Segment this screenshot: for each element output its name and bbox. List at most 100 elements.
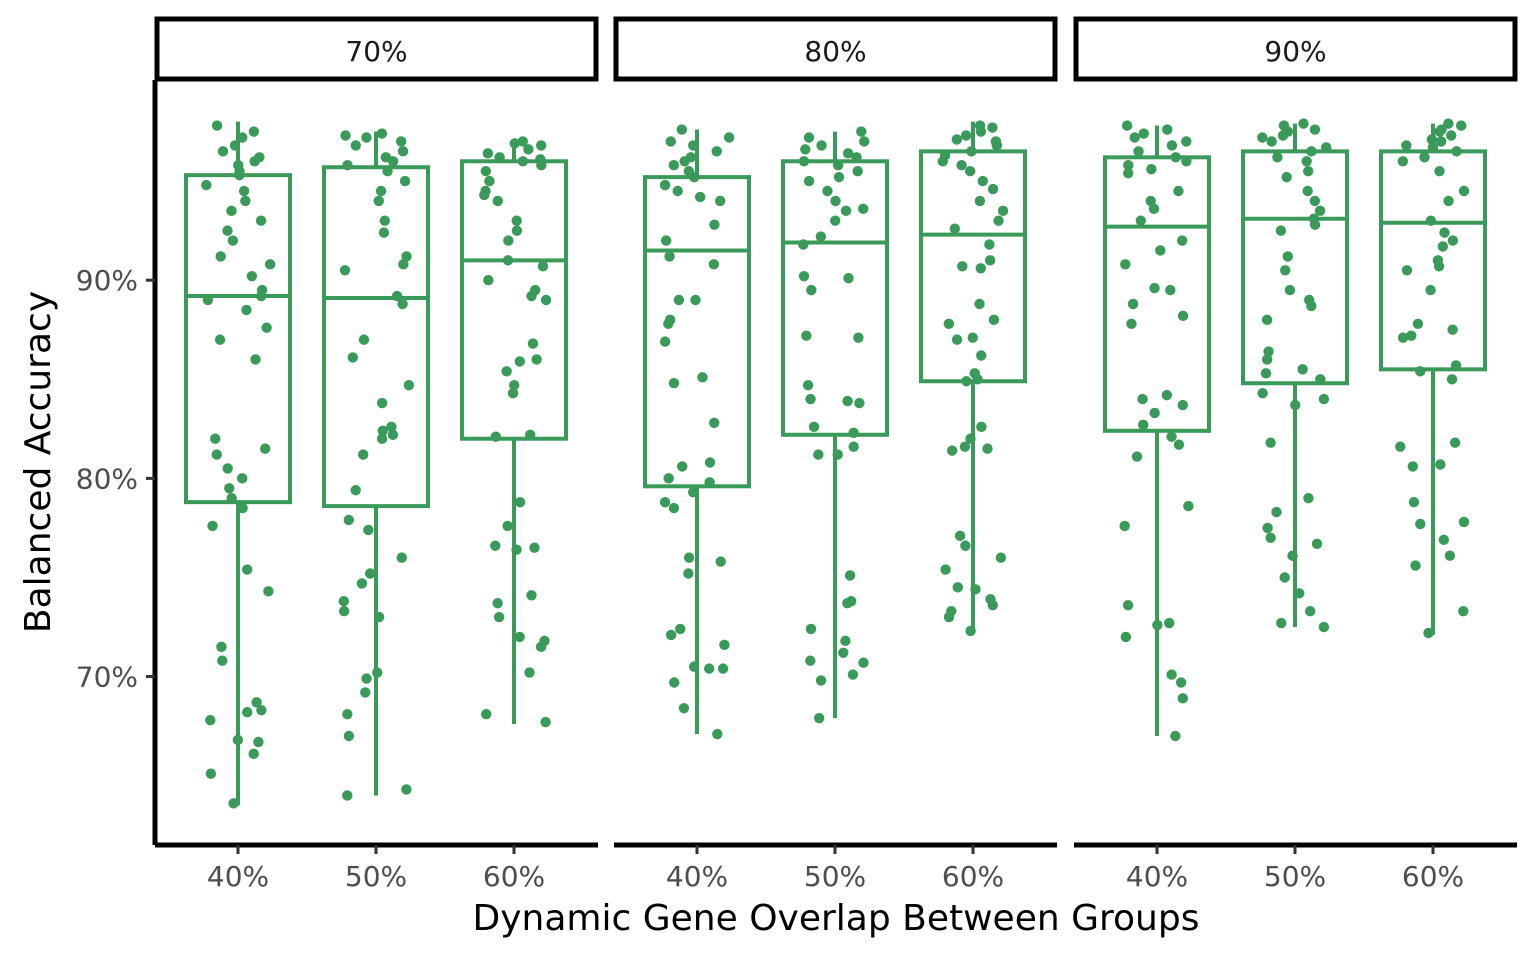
data-point [1257,387,1268,399]
data-point [672,185,683,197]
data-point [709,219,720,230]
data-point [214,334,226,345]
data-point [987,600,999,611]
data-point [224,483,235,494]
data-point [242,564,253,575]
data-point [391,290,403,302]
data-point [960,540,971,551]
data-point [984,239,995,250]
data-point [483,274,494,286]
data-point [481,709,492,720]
data-point [1401,265,1413,276]
data-point [376,128,388,139]
data-point [816,140,827,151]
data-point [492,195,503,207]
data-point [342,790,353,801]
data-point [501,366,512,377]
data-point [858,203,869,215]
data-point [847,669,859,680]
data-point [372,667,383,678]
data-point [232,734,244,746]
data-point [1173,185,1184,197]
data-point [1122,600,1134,611]
data-point [965,433,976,444]
data-point [1297,364,1308,375]
box-group [781,126,889,724]
data-point [1290,399,1301,411]
data-point [249,156,260,167]
data-point [1262,522,1273,534]
data-point [854,397,865,409]
data-point [1266,136,1277,147]
data-point [482,148,494,159]
facet-panel: 90% 40% 50% 60% [1073,16,1518,893]
data-point [361,132,372,143]
data-point [535,140,547,151]
data-point [851,152,862,163]
data-point [343,730,355,742]
data-point [844,570,856,581]
x-tick-label: 40% [1126,860,1188,893]
box [919,149,1027,384]
data-point [1284,284,1296,296]
data-point [688,140,699,151]
data-point [967,332,978,343]
box [322,165,430,509]
data-point [802,380,814,391]
data-point [1175,677,1187,688]
data-point [1177,693,1189,704]
data-point [683,568,694,579]
data-point [982,443,993,454]
data-point [228,798,239,809]
data-point [237,132,248,143]
box-group [919,120,1027,637]
data-point [492,598,503,609]
data-point [803,175,815,187]
box-group [460,136,568,728]
data-point [690,294,701,306]
box [460,159,568,441]
data-point [511,215,522,226]
data-point [215,251,226,262]
x-axis-title: Dynamic Gene Overlap Between Groups [473,898,1200,939]
data-point [815,675,827,686]
data-point [217,655,228,666]
data-point [396,552,407,563]
data-point [490,540,501,551]
data-point [852,165,863,177]
data-point [1438,534,1449,545]
data-point [1446,374,1458,385]
data-point [207,520,218,532]
data-point [832,160,844,171]
data-point [1181,136,1192,147]
panels: 70% 40% 50% 60% 80% 40% 50% 60% 90% 40% 50% 60% [154,16,1518,893]
data-point [1135,215,1147,226]
data-point [714,195,726,207]
data-point [398,259,409,270]
data-point [833,171,845,183]
data-point [1450,360,1462,371]
data-point [1155,245,1166,256]
data-point [217,146,229,157]
data-point [256,705,267,716]
data-point [1138,419,1149,431]
data-point [988,314,1000,326]
data-point [993,215,1004,226]
data-point [1451,146,1462,157]
data-point [375,185,387,197]
data-point [1439,227,1450,238]
box-group [1103,120,1211,742]
y-axis-title: Balanced Accuracy [18,291,59,633]
data-point [1149,282,1160,294]
data-point [1435,459,1446,470]
data-point [342,709,353,720]
data-point [1257,132,1268,143]
data-point [255,215,267,226]
data-point [1444,550,1456,561]
data-point [509,138,520,149]
data-point [226,205,237,217]
data-point [679,156,690,167]
data-point [805,655,816,666]
data-point [966,146,977,157]
data-point [1412,318,1424,329]
